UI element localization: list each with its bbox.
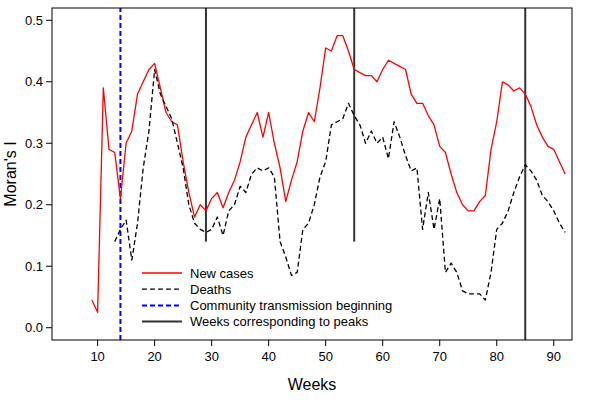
series-line bbox=[115, 69, 565, 300]
legend: New casesDeathsCommunity transmission be… bbox=[142, 266, 392, 330]
annotation-line bbox=[119, 8, 121, 340]
plot-area bbox=[92, 8, 565, 340]
legend-swatch bbox=[142, 321, 182, 323]
x-tick-label: 10 bbox=[90, 349, 104, 364]
y-tick bbox=[46, 327, 52, 328]
legend-label: Deaths bbox=[190, 282, 232, 297]
x-tick-label: 90 bbox=[547, 349, 561, 364]
x-tick bbox=[439, 340, 440, 346]
y-tick bbox=[46, 266, 52, 267]
annotation-line bbox=[353, 8, 355, 242]
x-tick bbox=[496, 340, 497, 346]
legend-swatch bbox=[142, 289, 182, 290]
y-tick bbox=[46, 143, 52, 144]
x-tick-label: 50 bbox=[318, 349, 332, 364]
annotation-line bbox=[524, 8, 526, 340]
x-tick-label: 80 bbox=[490, 349, 504, 364]
x-tick bbox=[553, 340, 554, 346]
x-tick bbox=[97, 340, 98, 346]
x-tick bbox=[268, 340, 269, 346]
legend-label: Community transmission beginning bbox=[190, 298, 392, 313]
x-tick bbox=[382, 340, 383, 346]
legend-label: New cases bbox=[190, 266, 254, 281]
y-tick-label: 0.4 bbox=[25, 74, 43, 89]
y-tick-label: 0.1 bbox=[25, 259, 43, 274]
x-tick-label: 40 bbox=[261, 349, 275, 364]
y-tick-label: 0.0 bbox=[25, 320, 43, 335]
y-tick bbox=[46, 204, 52, 205]
y-tick-label: 0.5 bbox=[25, 13, 43, 28]
y-tick bbox=[46, 81, 52, 82]
series-line bbox=[92, 36, 565, 313]
legend-label: Weeks corresponding to peaks bbox=[190, 314, 369, 329]
x-tick-label: 70 bbox=[432, 349, 446, 364]
legend-swatch bbox=[142, 272, 182, 273]
x-tick-label: 60 bbox=[375, 349, 389, 364]
annotation-line bbox=[205, 8, 207, 242]
plot-frame bbox=[52, 8, 572, 340]
y-tick-label: 0.2 bbox=[25, 197, 43, 212]
y-axis-label: Moran's I bbox=[2, 141, 19, 206]
x-tick bbox=[325, 340, 326, 346]
x-axis-label: Weeks bbox=[288, 376, 337, 393]
y-tick-label: 0.3 bbox=[25, 136, 43, 151]
y-tick bbox=[46, 20, 52, 21]
x-tick bbox=[154, 340, 155, 346]
x-tick bbox=[211, 340, 212, 346]
chart: 10 20 30 40 50 60 70 80 90 0.0 0.1 0.2 0.3 0.4 0.5 Week… bbox=[0, 0, 600, 414]
legend-swatch bbox=[142, 304, 182, 306]
x-tick-label: 20 bbox=[147, 349, 161, 364]
x-tick-label: 30 bbox=[204, 349, 218, 364]
